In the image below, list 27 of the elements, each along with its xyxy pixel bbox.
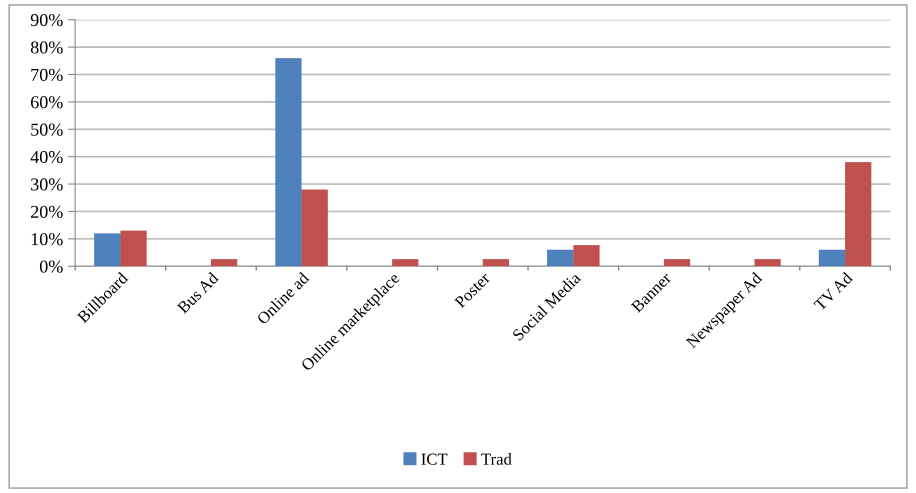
bar <box>547 250 574 266</box>
y-tick-label: 80% <box>30 41 63 54</box>
bar <box>275 58 302 266</box>
y-tick-label: 0% <box>40 260 63 273</box>
y-tick-label: 10% <box>32 233 63 246</box>
legend-label: ICT <box>421 454 448 465</box>
bar <box>754 259 781 266</box>
bar <box>210 259 238 266</box>
bar <box>94 233 120 266</box>
bar <box>482 259 509 266</box>
y-tick-label: 50% <box>31 124 63 136</box>
bar <box>573 245 600 266</box>
y-tick-label: 40% <box>30 150 63 164</box>
bar <box>392 259 418 266</box>
y-tick-label: 20% <box>31 206 63 218</box>
bar <box>845 162 872 266</box>
x-tick-label: TV Ad <box>813 271 854 312</box>
legend-label: Trad <box>481 453 512 465</box>
y-tick-label: 30% <box>31 178 63 191</box>
bar <box>664 259 690 266</box>
y-tick-label: 70% <box>31 68 63 81</box>
x-tick-label: Bus Ad <box>176 271 220 314</box>
bar <box>818 250 846 266</box>
y-tick-label: 60% <box>30 96 63 108</box>
bar <box>120 230 147 266</box>
bar <box>302 190 328 266</box>
y-tick-label: 90% <box>30 14 63 26</box>
